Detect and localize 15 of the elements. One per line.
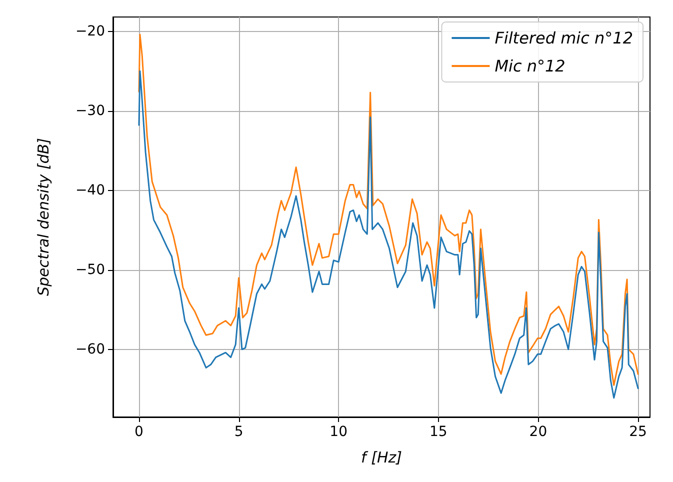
y-tick-label: −20 (75, 23, 105, 40)
x-tick-label: 5 (234, 424, 244, 440)
y-tick-label: −60 (75, 341, 105, 358)
x-axis-title: f [Hz] (361, 448, 402, 466)
x-tick-label: 10 (330, 424, 348, 440)
x-tick-label: 15 (429, 424, 448, 440)
y-tick-label: −40 (75, 182, 105, 198)
y-axis-title: Spectral density [dB] (34, 138, 52, 296)
y-tick-label: −30 (75, 102, 105, 119)
legend-label: Filtered mic n°12 (494, 28, 634, 48)
y-tick-label: −50 (75, 262, 105, 278)
legend-label: Mic n°12 (494, 56, 566, 76)
x-tick-label: 0 (134, 424, 144, 440)
x-tick-label: 25 (629, 424, 647, 440)
x-tick-label: 20 (529, 424, 548, 440)
